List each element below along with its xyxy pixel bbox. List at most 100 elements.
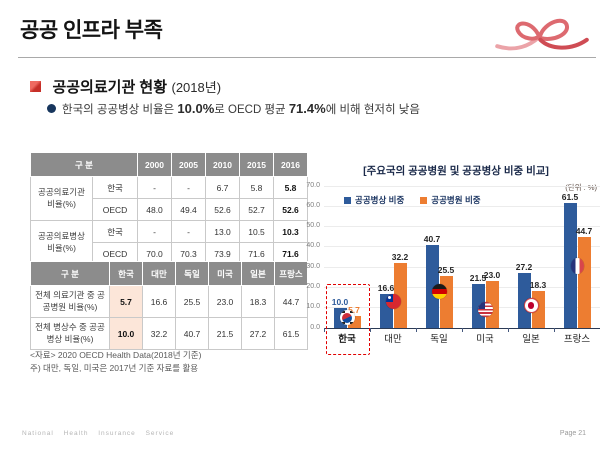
bar-value-label: 40.7 [423, 234, 441, 245]
y-tick-label: 20.0 [306, 282, 320, 290]
legend-label: 공공병원 비중 [431, 195, 481, 205]
flag-jp-icon [523, 298, 539, 314]
cell-value: 49.4 [171, 198, 207, 221]
bar-value-label: 21.5 [469, 273, 487, 284]
col-header-gubun: 구 분 [29, 152, 139, 177]
table-row: 공공의료기관 비율(%) 한국 - -6.7 5.8 5.8 [30, 176, 309, 221]
key-message: 한국의 공공병상 비율은 10.0%로 OECD 평균 71.4%에 비해 현저… [47, 101, 420, 117]
page-title: 공공 인프라 부족 [20, 19, 163, 42]
cell-value-korea: 5.7 [109, 285, 143, 318]
gridline [324, 226, 600, 227]
col-header-country: 미국 [208, 261, 242, 286]
y-tick-label: 70.0 [306, 181, 320, 189]
cell-value: - [171, 220, 207, 243]
bar-value-label: 16.6 [377, 283, 395, 294]
cell-value: 25.5 [175, 285, 209, 318]
table-row: 공공의료병상 비율(%) 한국 - -13.0 10.5 10.3 [30, 220, 309, 265]
flag-tw-icon [385, 294, 401, 310]
y-tick-label: 60.0 [306, 201, 320, 209]
cell-value: 40.7 [175, 317, 209, 350]
y-tick-label: 30.0 [306, 262, 320, 270]
flag-de-icon [431, 283, 447, 299]
gridline [324, 287, 600, 288]
circle-bullet-icon [47, 104, 56, 113]
cell-value-korea: 10.0 [109, 317, 143, 350]
bar-value-label: 27.2 [515, 261, 533, 272]
chart-x-axis: 한국 대만 독일 미국 일본 프랑스 [324, 330, 600, 345]
col-header-country: 프랑스 [274, 261, 308, 286]
gridline [324, 186, 600, 187]
section-heading-text: 공공의료기관 현황 [52, 79, 168, 96]
bar-value-label: 10.0 [331, 296, 349, 307]
bar-한국-공공병원 비중 [347, 316, 361, 328]
bar-value-label: 61.5 [561, 192, 579, 203]
x-category-label: 프랑스 [563, 334, 591, 345]
cell-value: 71.6 [239, 242, 275, 265]
legend-swatch-icon [344, 196, 351, 204]
x-category-label: 독일 [430, 334, 448, 345]
bar-value-label: 18.3 [529, 279, 547, 290]
col-header-country: 한국 [109, 261, 143, 286]
cell-value: 61.5 [274, 317, 308, 350]
note-line: 주) 대만, 독일, 미국은 2017년 기준 자료를 활용 [30, 363, 199, 374]
bar-value-label: 23.0 [483, 270, 501, 281]
cell-value: - [137, 176, 173, 199]
axis-tick [416, 328, 417, 332]
footer-org-name: National Health Insurance Service [22, 430, 175, 437]
axis-tick [370, 328, 371, 332]
cell-value: 71.6 [273, 242, 309, 265]
flag-kr-icon [339, 310, 355, 326]
y-tick-label: 10.0 [306, 303, 320, 311]
bar-일본-공공병상 비중 [517, 272, 531, 328]
cell-value: 70.0 [137, 242, 173, 265]
cell-value: 27.2 [241, 317, 275, 350]
footer-page-number: Page 21 [559, 430, 586, 437]
axis-tick [508, 328, 509, 332]
cell-value: 48.0 [137, 198, 173, 221]
cell-value: 73.9 [205, 242, 241, 265]
axis-tick [324, 328, 325, 332]
cell-value: 52.7 [239, 198, 275, 221]
cell-value: - [171, 176, 207, 199]
col-header-year: 2000 [137, 152, 173, 177]
legend-swatch-icon [420, 196, 428, 204]
row-sub-label: 한국 [91, 176, 139, 199]
gridline [324, 307, 600, 308]
legend-item: 공공병원 비중 [420, 194, 481, 206]
col-header-year: 2005 [171, 152, 207, 177]
bar-value-label: 25.5 [437, 265, 455, 276]
bar-대만-공공병원 비중 [393, 262, 407, 328]
section-heading-year: (2018년) [171, 80, 222, 95]
bar-프랑스-공공병원 비중 [577, 237, 591, 328]
section-heading: 공공의료기관 현황 (2018년) [30, 76, 221, 97]
row-sub-label: OECD [91, 242, 139, 265]
table-public-ratio-by-country: 구 분 한국 대만 독일 미국 일본 프랑스 전체 의료기관 중 공공병원 비율(%) 5.7 1… [30, 261, 308, 350]
table-public-ratio-by-year: 구 분 2000 2005 2010 2015 2016 공공의료기관 비율(%) 한국 - -6… [29, 152, 309, 265]
cell-value: 18.3 [241, 285, 275, 318]
cell-value: 70.3 [171, 242, 207, 265]
table-row: 전체 병상수 중 공공병상 비율(%) 10.0 32.2 40.7 21.5 27.2 6… [30, 317, 308, 350]
table-row: OECD 70.0 70.3 73.9 71.6 71.6 [31, 242, 309, 265]
cell-value: 52.6 [205, 198, 241, 221]
bar-value-label: 32.2 [391, 251, 409, 262]
cell-value: 13.0 [205, 220, 241, 243]
bar-독일-공공병상 비중 [425, 245, 439, 328]
row-label: 전체 의료기관 중 공공병원 비율(%) [30, 285, 110, 318]
chart-legend: 공공병상 비중 공공병원 비중 [344, 194, 481, 206]
source-line: <자료> 2020 OECD Health Data(2018년 기준) [30, 350, 202, 360]
row-group-label: 공공의료병상 비율(%) [30, 220, 93, 265]
flag-fr-icon [570, 257, 584, 274]
y-tick-label: 0.0 [310, 323, 320, 331]
chart-unit-label: (단위 : %) [565, 183, 597, 192]
table-row: 전체 의료기관 중 공공병원 비율(%) 5.7 16.6 25.5 23.0 18.3 4… [30, 285, 308, 318]
col-header-year: 2016 [273, 152, 309, 177]
cell-value: 44.7 [274, 285, 308, 318]
axis-tick [462, 328, 463, 332]
row-sub-label: 한국 [91, 220, 139, 243]
cell-value: 52.6 [273, 198, 309, 221]
legend-item: 공공병상 비중 [344, 194, 404, 206]
header-divider [18, 57, 596, 58]
yearly-table: 구 분 2000 2005 2010 2015 2016 공공의료기관 비율(%) 한국 - -6… [29, 152, 309, 265]
cell-value: 21.5 [208, 317, 242, 350]
